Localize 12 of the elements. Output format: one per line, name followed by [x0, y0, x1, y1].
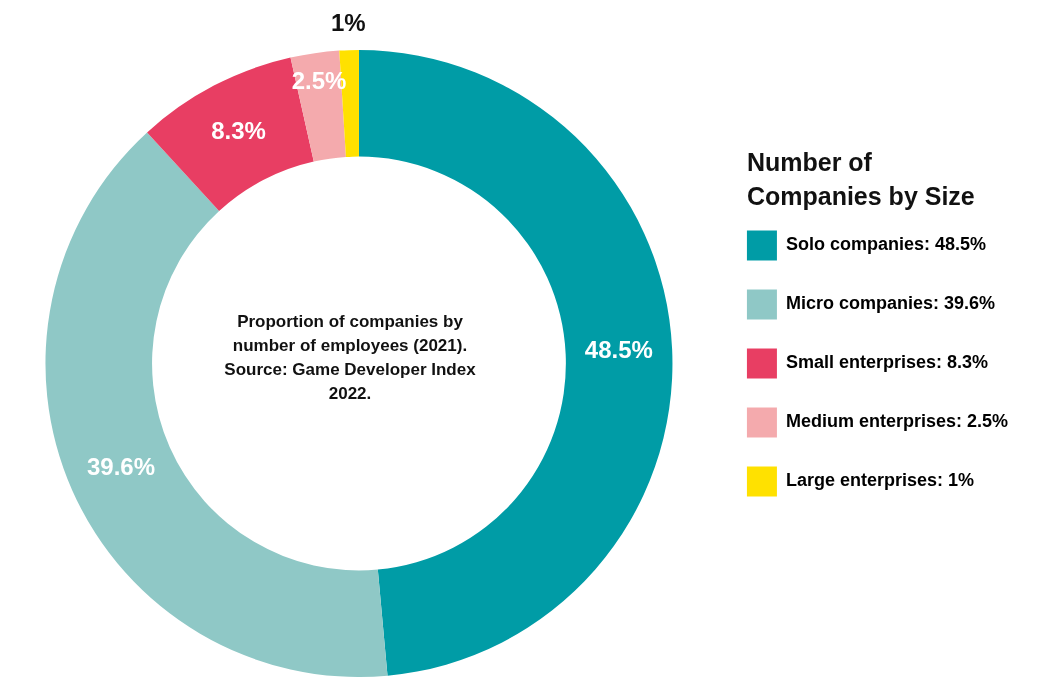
legend-label: Small enterprises: 8.3%: [785, 352, 989, 373]
legend-title: Number of Companies by Size: [746, 146, 976, 212]
data-label: 8.3%: [211, 117, 266, 145]
legend-label: Medium enterprises: 2.5%: [785, 411, 1008, 432]
data-label: 48.5%: [584, 336, 653, 364]
legend-label: Large enterprises: 1%: [785, 470, 974, 491]
text: Proportion of companies by number of employees (2021).: [231, 311, 469, 357]
source-note: Source: Game Developer Index 2022.: [223, 359, 477, 405]
legend-label: Solo companies: 48.5%: [785, 234, 986, 255]
legend-label: Micro companies: 39.6%: [785, 293, 995, 314]
data-label: 39.6%: [86, 453, 156, 481]
data-label: 1%: [330, 8, 366, 36]
